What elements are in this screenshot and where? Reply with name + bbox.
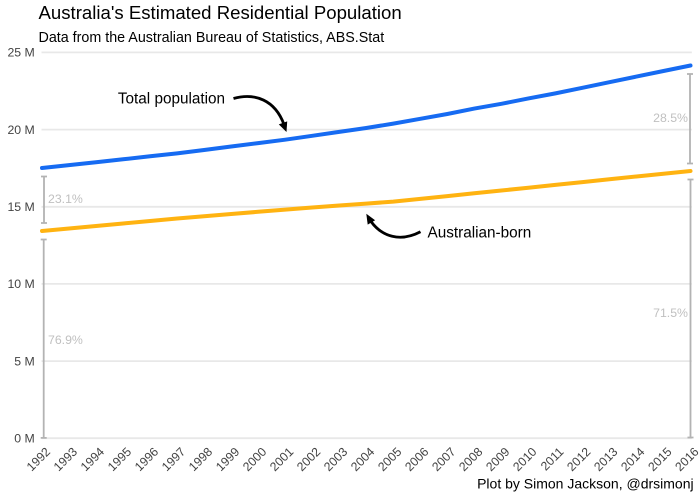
svg-text:20 M: 20 M <box>7 123 34 137</box>
svg-text:10 M: 10 M <box>7 277 34 291</box>
svg-text:28.5%: 28.5% <box>653 111 688 125</box>
svg-text:Data from the Australian Burea: Data from the Australian Bureau of Stati… <box>39 30 385 46</box>
svg-text:15 M: 15 M <box>7 200 34 214</box>
svg-text:5 M: 5 M <box>14 354 35 368</box>
svg-text:71.5%: 71.5% <box>653 306 688 320</box>
svg-text:76.9%: 76.9% <box>48 333 83 347</box>
svg-text:Total population: Total population <box>118 91 225 108</box>
svg-text:25 M: 25 M <box>7 46 34 60</box>
svg-text:Australian-born: Australian-born <box>428 224 532 241</box>
svg-text:Plot by Simon Jackson, @drsimo: Plot by Simon Jackson, @drsimonj <box>477 476 694 492</box>
svg-text:Australia's Estimated Resident: Australia's Estimated Residential Popula… <box>39 2 402 23</box>
svg-text:23.1%: 23.1% <box>48 192 83 206</box>
svg-text:0 M: 0 M <box>14 431 35 445</box>
